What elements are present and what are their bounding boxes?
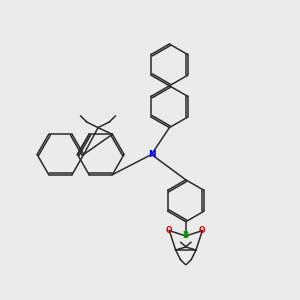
- Text: O: O: [199, 226, 206, 235]
- Text: O: O: [166, 226, 172, 235]
- Text: B: B: [183, 232, 189, 241]
- Text: N: N: [148, 150, 155, 159]
